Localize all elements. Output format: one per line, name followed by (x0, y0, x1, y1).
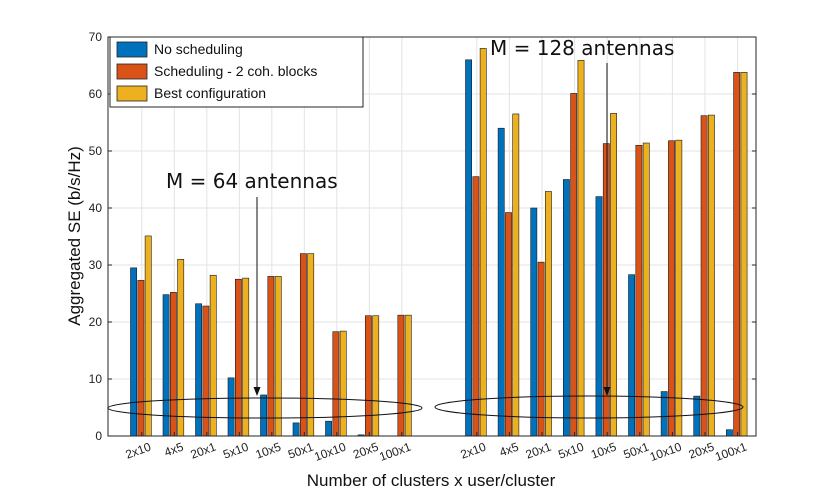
bar-m128-20x5-series-2 (707, 114, 715, 437)
bars (130, 48, 748, 437)
y-tick-label: 70 (89, 30, 103, 44)
x-tick-label: 50x1 (622, 440, 652, 462)
legend-label-best-configuration: Best configuration (154, 85, 266, 101)
bar-m64-20x5-series-1 (364, 315, 372, 437)
bar-m64-10x5-series-2 (274, 276, 282, 437)
x-tick-label: 100x1 (377, 440, 413, 464)
x-tick-label: 5x10 (556, 440, 586, 462)
bar-m128-4x5-series-0 (497, 127, 505, 437)
bar-m64-50x1-series-2 (307, 253, 315, 437)
bar-m128-50x1-series-2 (642, 142, 650, 437)
bar-m64-5x10-series-1 (235, 278, 242, 437)
arrowhead-m128 (603, 387, 611, 396)
plot-frame (107, 36, 757, 437)
bar-m64-2x10-series-1 (137, 280, 145, 437)
y-tick-label: 20 (89, 315, 103, 329)
x-tick-label: 4x5 (497, 440, 520, 460)
legend-swatch-scheduling (116, 63, 148, 80)
legend: No scheduling Scheduling - 2 coh. blocks… (109, 36, 364, 108)
bar-m128-2x10-series-2 (479, 48, 487, 437)
bar-m128-10x5-series-2 (610, 113, 617, 437)
bar-m128-10x10-series-2 (675, 139, 683, 437)
bar-m64-10x5-series-1 (267, 276, 275, 437)
x-tick-label: 10x10 (648, 440, 684, 464)
x-tick-label: 10x10 (312, 440, 348, 464)
bar-m64-20x5-series-2 (372, 315, 380, 437)
bar-m64-2x10-series-0 (130, 267, 137, 437)
bar-m64-20x1-series-1 (202, 305, 210, 437)
bar-m128-4x5-series-2 (512, 113, 520, 437)
bar-m64-10x10-series-1 (332, 331, 340, 437)
y-tick-label: 40 (89, 201, 103, 215)
x-tick-label: 10x5 (254, 440, 284, 462)
bar-m64-100x1-series-2 (404, 314, 412, 437)
bar-m64-10x10-series-2 (339, 330, 347, 437)
bar-m64-20x1-series-2 (209, 274, 217, 437)
bar-m64-2x10-series-2 (144, 235, 152, 437)
bar-m64-4x5-series-1 (170, 292, 177, 437)
bar-m128-100x1-series-0 (725, 429, 733, 437)
arrowhead-m64 (253, 387, 261, 396)
bar-m128-10x5-series-0 (595, 196, 603, 437)
bar-m64-4x5-series-2 (177, 258, 185, 437)
bar-m128-20x1-series-1 (537, 261, 545, 437)
bar-m128-5x10-series-2 (577, 60, 585, 437)
legend-box (109, 36, 364, 108)
y-tick-label: 0 (95, 429, 102, 443)
bar-m128-20x1-series-0 (530, 207, 538, 437)
annotations: M = 64 antennas M = 128 antennas (107, 36, 744, 419)
x-tick-label: 4x5 (162, 440, 185, 460)
legend-swatch-best-configuration (116, 85, 148, 102)
bar-m128-2x10-series-0 (465, 59, 472, 437)
y-tick-label: 50 (89, 144, 103, 158)
x-tick-label: 2x10 (459, 440, 489, 462)
bar-m128-100x1-series-1 (733, 72, 741, 437)
y-tick-label: 10 (89, 372, 103, 386)
bar-m128-20x5-series-0 (693, 395, 701, 437)
bar-m128-4x5-series-1 (505, 212, 512, 437)
legend-label-no-scheduling: No scheduling (154, 41, 243, 57)
bar-m128-100x1-series-2 (740, 72, 748, 437)
bar-m64-50x1-series-1 (299, 253, 307, 437)
bar-m128-50x1-series-1 (635, 145, 643, 437)
bar-m64-20x1-series-0 (195, 303, 202, 437)
highlight-ellipse-m64 (107, 397, 423, 419)
bar-m64-50x1-series-0 (292, 422, 300, 437)
x-tick-label: 20x1 (524, 440, 554, 462)
legend-label-scheduling: Scheduling - 2 coh. blocks (154, 63, 317, 79)
x-tick-label: 20x5 (687, 440, 717, 462)
y-tick-label: 60 (89, 87, 103, 101)
bar-m128-2x10-series-1 (472, 176, 480, 437)
bar-m128-50x1-series-0 (628, 274, 635, 437)
bar-m128-5x10-series-0 (562, 179, 570, 437)
x-tick-label: 20x1 (189, 440, 219, 462)
bar-m64-100x1-series-1 (397, 314, 405, 437)
bar-m128-5x10-series-1 (570, 93, 578, 437)
bar-m128-10x10-series-0 (660, 391, 668, 437)
bar-m128-20x1-series-2 (544, 191, 552, 437)
annotation-m128: M = 128 antennas (490, 36, 674, 60)
x-tick-label: 10x5 (589, 440, 619, 462)
bar-m64-10x5-series-0 (260, 394, 267, 437)
y-tick-label: 30 (89, 258, 103, 272)
annotation-m64: M = 64 antennas (166, 169, 338, 193)
x-tick-label: 100x1 (713, 440, 749, 464)
bar-m64-5x10-series-0 (227, 377, 235, 437)
highlight-ellipse-m128 (434, 395, 744, 419)
x-tick-label: 5x10 (221, 440, 251, 462)
bar-m64-5x10-series-2 (242, 277, 250, 437)
bar-m64-10x10-series-0 (325, 420, 332, 437)
bar-m64-4x5-series-0 (162, 294, 170, 437)
y-axis-label: Aggregated SE (b/s/Hz) (65, 146, 84, 326)
x-axis-label: Number of clusters x user/cluster (307, 471, 556, 489)
x-tick-label: 2x10 (124, 440, 154, 462)
bar-m128-20x5-series-1 (700, 115, 708, 437)
legend-swatch-no-scheduling (116, 41, 148, 58)
bar-m128-10x10-series-1 (668, 140, 675, 437)
